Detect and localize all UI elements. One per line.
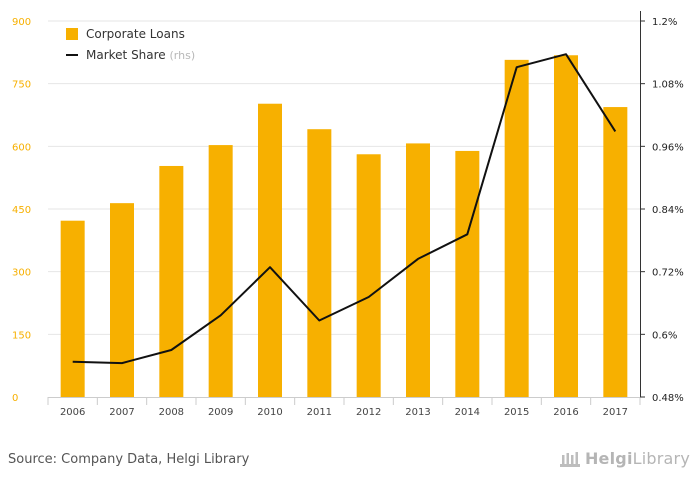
legend-label-corporate-loans: Corporate Loans xyxy=(86,27,185,41)
x-tick-label: 2010 xyxy=(257,407,282,418)
x-tick-label: 2011 xyxy=(307,407,332,418)
y-left-tick-label: 150 xyxy=(12,330,31,341)
y-left-tick-label: 600 xyxy=(12,142,31,153)
bar xyxy=(208,145,233,397)
y-right-tick-label: 0.48% xyxy=(652,393,684,404)
bar xyxy=(159,165,184,397)
legend-series-name: Market Share xyxy=(86,48,170,62)
y-right-tick-label: 1.08% xyxy=(652,80,684,91)
bar xyxy=(60,220,85,397)
y-left-tick-label: 0 xyxy=(12,393,18,404)
legend-rhs-note: (rhs) xyxy=(170,49,196,62)
library-icon xyxy=(559,452,580,467)
x-tick-label: 2016 xyxy=(553,407,578,418)
legend-swatch-corporate-loans xyxy=(66,28,78,40)
bar-series xyxy=(60,55,628,397)
y-right-tick-label: 0.96% xyxy=(652,142,684,153)
y-right-tick-label: 1.2% xyxy=(652,17,677,28)
y-left-tick-label: 450 xyxy=(12,205,31,216)
bar xyxy=(110,203,134,397)
y-left-tick-label: 750 xyxy=(12,80,31,91)
brand-name: HelgiLibrary xyxy=(584,448,690,468)
y-left-tick-label: 300 xyxy=(12,268,31,279)
x-tick-label: 2009 xyxy=(208,407,233,418)
x-tick-label: 2013 xyxy=(405,407,430,418)
bar xyxy=(356,154,381,397)
legend-label-market-share: Market Share (rhs) xyxy=(86,48,195,62)
bar xyxy=(406,143,430,397)
gridlines xyxy=(48,20,640,335)
x-tick-label: 2017 xyxy=(603,407,628,418)
x-tick-label: 2008 xyxy=(159,407,184,418)
source-note: Source: Company Data, Helgi Library xyxy=(8,452,250,467)
x-tick-label: 2012 xyxy=(356,407,381,418)
bar xyxy=(504,59,529,397)
bar xyxy=(307,129,332,397)
x-tick-label: 2015 xyxy=(504,407,529,418)
bar xyxy=(258,103,282,397)
x-tick-label: 2006 xyxy=(60,407,85,418)
x-axis: 2006 2007 2008 2009 2010 2011 2012 2013 2014 2015… xyxy=(47,397,641,418)
legend: Corporate Loans Market Share (rhs) xyxy=(66,27,195,62)
y-axis-left: 0 150 300 450 600 750 900 xyxy=(12,17,31,404)
brand-logo: HelgiLibrary xyxy=(559,448,690,468)
y-right-tick-label: 0.6% xyxy=(652,330,677,341)
chart-area: 2006 2007 2008 2009 2010 2011 2012 2013 2014 2015… xyxy=(12,11,684,418)
y-left-tick-label: 900 xyxy=(12,17,31,28)
y-axis-right: 0.48% 0.6% 0.72% 0.84% 0.96% 1.08% 1.2% xyxy=(640,11,684,404)
x-tick-label: 2007 xyxy=(109,407,134,418)
bar xyxy=(554,55,578,397)
y-right-tick-label: 0.72% xyxy=(652,268,684,279)
footer: Source: Company Data, Helgi Library Helg… xyxy=(0,440,700,483)
bar xyxy=(455,150,480,397)
line-series xyxy=(72,53,617,365)
x-tick-label: 2014 xyxy=(455,407,480,418)
bar xyxy=(603,107,628,397)
market-share-line xyxy=(72,53,617,365)
y-right-tick-label: 0.84% xyxy=(652,205,684,216)
